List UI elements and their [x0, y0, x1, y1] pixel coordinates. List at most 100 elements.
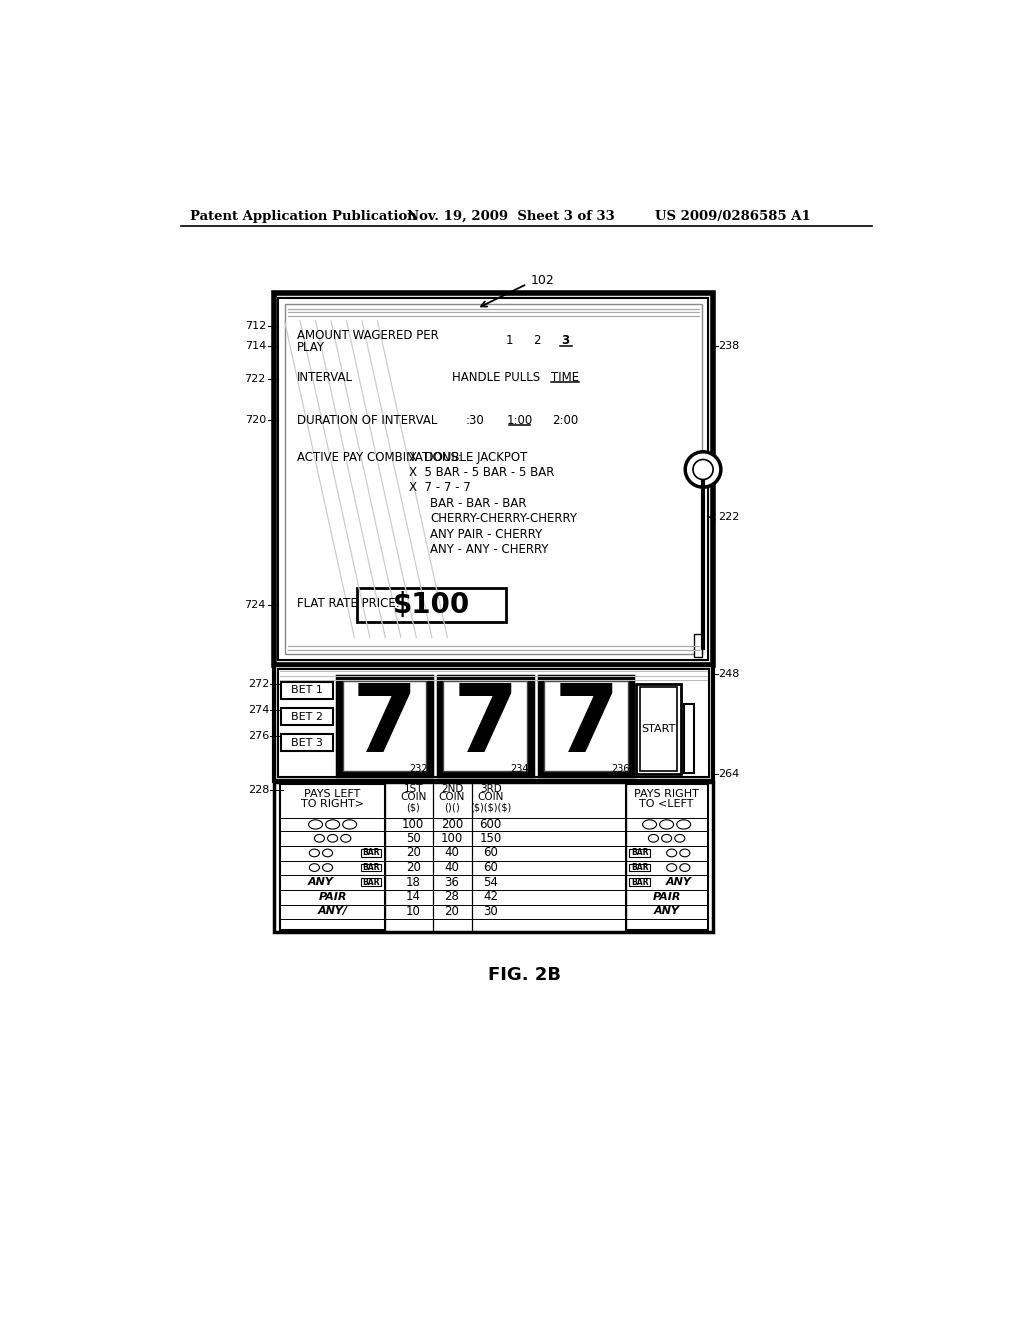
Bar: [282, 682, 333, 700]
Bar: [544, 681, 628, 771]
Text: BAR: BAR: [362, 878, 380, 887]
Bar: [630, 849, 649, 857]
Text: 720: 720: [245, 416, 266, 425]
Text: 1: 1: [506, 334, 513, 347]
Text: BET 3: BET 3: [291, 738, 323, 748]
Ellipse shape: [662, 834, 672, 842]
Text: 236: 236: [611, 764, 630, 774]
Bar: [280, 784, 385, 929]
Ellipse shape: [680, 863, 690, 871]
Text: TIME: TIME: [551, 371, 580, 384]
Bar: [273, 665, 713, 780]
Text: BET 2: BET 2: [291, 711, 323, 722]
Text: ANY - ANY - CHERRY: ANY - ANY - CHERRY: [430, 543, 549, 556]
Ellipse shape: [667, 863, 677, 871]
Text: 42: 42: [483, 890, 499, 903]
Text: 60: 60: [483, 846, 498, 859]
Text: $100: $100: [393, 591, 470, 619]
Text: 100: 100: [440, 832, 463, 845]
Text: 36: 36: [444, 875, 460, 888]
Bar: [278, 669, 710, 776]
Text: AMOUNT WAGERED PER: AMOUNT WAGERED PER: [297, 329, 438, 342]
Text: 150: 150: [479, 832, 502, 845]
Text: Nov. 19, 2009  Sheet 3 of 33: Nov. 19, 2009 Sheet 3 of 33: [407, 210, 614, 223]
Ellipse shape: [675, 834, 685, 842]
Text: BET 1: BET 1: [291, 685, 323, 696]
Text: COIN: COIN: [438, 792, 465, 801]
Bar: [640, 688, 678, 771]
Text: 2:00: 2:00: [552, 413, 579, 426]
Ellipse shape: [677, 820, 690, 829]
Text: START: START: [642, 723, 676, 734]
Text: 276: 276: [248, 731, 269, 741]
Bar: [282, 708, 333, 725]
Text: 40: 40: [444, 861, 460, 874]
Ellipse shape: [323, 849, 333, 857]
Text: 10: 10: [406, 906, 421, 917]
Text: 3: 3: [561, 334, 569, 347]
Text: ACTIVE PAY COMBINATIONS:: ACTIVE PAY COMBINATIONS:: [297, 450, 462, 463]
Text: ANY: ANY: [653, 907, 680, 916]
Ellipse shape: [643, 820, 656, 829]
Text: 724: 724: [245, 601, 266, 610]
Text: 20: 20: [406, 861, 421, 874]
Text: :30: :30: [466, 413, 484, 426]
Text: 40: 40: [444, 846, 460, 859]
Bar: [630, 878, 649, 886]
Text: 248: 248: [719, 669, 740, 680]
Text: 712: 712: [245, 321, 266, 331]
Text: US 2009/0286585 A1: US 2009/0286585 A1: [655, 210, 811, 223]
Text: 1:00: 1:00: [506, 413, 532, 426]
Ellipse shape: [343, 820, 356, 829]
Bar: [285, 304, 702, 655]
Text: INTERVAL: INTERVAL: [297, 371, 353, 384]
Bar: [684, 704, 693, 774]
Text: 60: 60: [483, 861, 498, 874]
Text: BAR - BAR - BAR: BAR - BAR - BAR: [430, 496, 526, 510]
Text: PAIR: PAIR: [652, 892, 681, 902]
Text: ANY: ANY: [307, 878, 333, 887]
Ellipse shape: [309, 863, 319, 871]
Bar: [282, 734, 333, 751]
Ellipse shape: [309, 849, 319, 857]
Text: 20: 20: [406, 846, 421, 859]
Ellipse shape: [328, 834, 338, 842]
Text: 722: 722: [245, 374, 266, 384]
Bar: [443, 681, 527, 771]
Text: 2ND: 2ND: [440, 784, 463, 795]
Text: 20: 20: [444, 906, 460, 917]
Text: ANY: ANY: [666, 878, 692, 887]
Ellipse shape: [323, 863, 333, 871]
Text: X  7 - 7 - 7: X 7 - 7 - 7: [409, 482, 470, 495]
Bar: [337, 676, 432, 776]
Text: BAR: BAR: [362, 863, 380, 873]
Text: ANY PAIR - CHERRY: ANY PAIR - CHERRY: [430, 528, 543, 541]
Text: 3RD: 3RD: [480, 784, 502, 795]
Text: ($) ($): ($) ($): [443, 801, 460, 814]
Text: ($)($)($): ($)($)($): [470, 803, 511, 813]
Bar: [279, 298, 709, 660]
Bar: [361, 878, 381, 886]
Text: PAIR: PAIR: [318, 892, 347, 902]
Text: COIN: COIN: [400, 792, 426, 801]
Text: 274: 274: [248, 705, 269, 714]
Text: 2: 2: [534, 334, 541, 347]
Text: X  5 BAR - 5 BAR - 5 BAR: X 5 BAR - 5 BAR - 5 BAR: [409, 466, 554, 479]
Bar: [361, 863, 381, 871]
Text: BAR: BAR: [631, 878, 648, 887]
Text: BAR: BAR: [631, 863, 648, 873]
Text: DURATION OF INTERVAL: DURATION OF INTERVAL: [297, 413, 437, 426]
Text: 102: 102: [531, 273, 555, 286]
Bar: [626, 784, 708, 929]
Text: FLAT RATE PRICE:: FLAT RATE PRICE:: [297, 597, 399, 610]
Ellipse shape: [314, 834, 325, 842]
Text: BAR: BAR: [631, 849, 648, 858]
Text: HANDLE PULLS: HANDLE PULLS: [452, 371, 540, 384]
Text: 30: 30: [483, 906, 498, 917]
Bar: [356, 589, 506, 622]
Text: 100: 100: [402, 818, 424, 832]
Bar: [343, 681, 426, 771]
Text: 28: 28: [444, 890, 460, 903]
Ellipse shape: [667, 849, 677, 857]
Text: CHERRY-CHERRY-CHERRY: CHERRY-CHERRY-CHERRY: [430, 512, 578, 525]
